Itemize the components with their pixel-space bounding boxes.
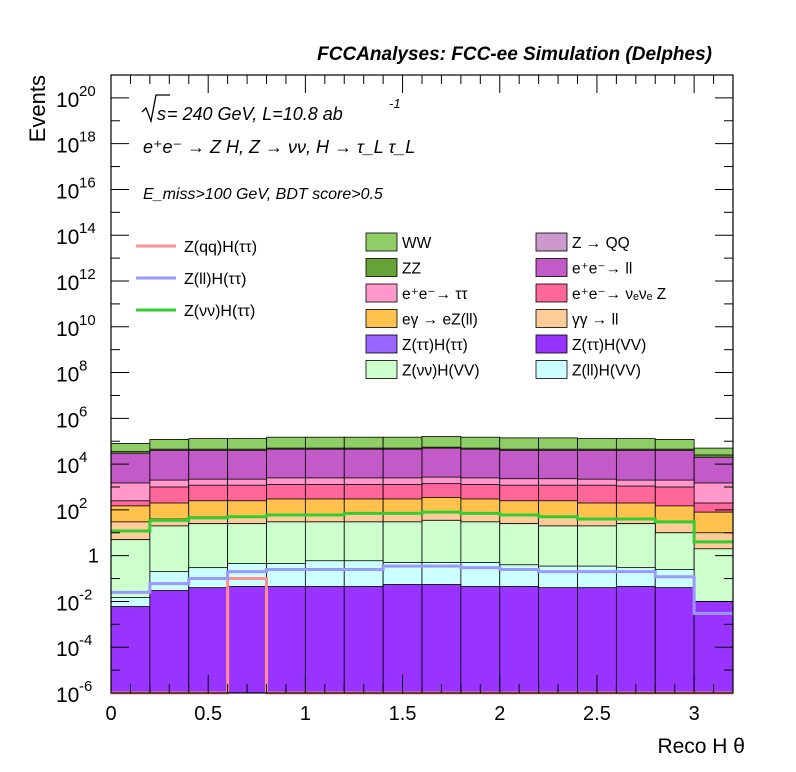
- stack-bar: [304, 586, 345, 694]
- legend-signals: Z(qq)H(ττ) Z(ll)H(ττ) Z(νν)H(ττ): [136, 239, 257, 320]
- legend-entry-label: Z(νν)H(ττ): [184, 303, 255, 320]
- legend-fill-swatch: [365, 309, 398, 328]
- legend-entry-label: Z(ττ)H(ττ): [402, 337, 468, 354]
- legend-fill-swatch: [365, 334, 398, 354]
- annotation-lumi-exp: -1: [389, 96, 401, 111]
- legend-entry-label: Z(ll)H(ττ): [184, 271, 246, 288]
- legend-fill-swatch: [365, 258, 398, 277]
- y-tick-label: 10: [56, 135, 79, 158]
- x-tick-label: 3: [689, 703, 700, 725]
- x-axis-label: Reco H θ: [657, 735, 745, 758]
- legend-entry-label: Z(qq)H(ττ): [184, 239, 257, 256]
- stack-bar: [382, 584, 423, 694]
- y-tick-label: 10: [56, 318, 79, 341]
- stack-bar: [460, 586, 501, 694]
- stack-bar: [615, 586, 656, 694]
- y-tick-exponent: 14: [79, 220, 96, 237]
- y-tick-label: 10: [56, 364, 79, 387]
- y-tick-label: 10: [56, 501, 79, 524]
- y-tick-exponent: 10: [79, 312, 96, 329]
- legend-entry-label: Z(ττ)H(VV): [572, 337, 646, 354]
- x-tick-label: 2: [494, 703, 505, 725]
- legend-entry-label: eγ → eZ(ll): [402, 312, 478, 329]
- process-annotation: e⁺e⁻ → Z H, Z → νν, H → τ_L τ_L: [143, 137, 415, 157]
- legend-entry-label: e⁺e⁻→ νₑνₑ Z: [572, 286, 666, 303]
- y-tick-exponent: 4: [79, 449, 87, 466]
- legend-fill-swatch: [535, 334, 568, 354]
- legend-entry-label: Z(νν)H(VV): [402, 363, 480, 380]
- selection-annotation: E_miss>100 GeV, BDT score>0.5: [143, 186, 383, 203]
- legend-fill-swatch: [535, 309, 568, 328]
- y-tick-label: 10: [56, 180, 79, 203]
- legend-entry-label: e⁺e⁻→ ττ: [402, 286, 468, 303]
- stack-bar: [654, 587, 695, 694]
- signal-line: [111, 510, 733, 544]
- stack-bar: [421, 584, 462, 694]
- stack-bar: [227, 586, 267, 694]
- y-tick-label: 10: [56, 272, 79, 295]
- legend-fill-swatch: [365, 360, 398, 379]
- legend-fill-swatch: [535, 360, 568, 379]
- y-tick-label: 10: [56, 455, 79, 478]
- x-tick-label: 0.5: [194, 703, 222, 725]
- x-tick-label: 0: [105, 703, 116, 725]
- y-tick-label: 10: [56, 592, 79, 615]
- stack-bar: [499, 586, 540, 694]
- stack-bar: [343, 586, 384, 694]
- energy-lumi-annotation: s = 240 GeV, L=10.8 ab -1: [141, 94, 401, 124]
- legend-entry-label: γγ → ll: [572, 312, 619, 329]
- legend-fill-swatch: [535, 283, 568, 303]
- y-tick-exponent: 2: [79, 495, 87, 512]
- y-tick-label: 10: [56, 89, 79, 112]
- axis-ticks: [110, 74, 734, 694]
- stack-bar: [110, 606, 151, 694]
- y-tick-exponent: 12: [79, 266, 96, 283]
- y-tick-label: 10: [56, 226, 79, 249]
- stack-bar: [538, 587, 578, 694]
- y-tick-exponent: 18: [79, 129, 96, 146]
- legend-fill-swatch: [365, 283, 398, 303]
- legend-entry-label: e⁺e⁻→ ll: [572, 261, 632, 278]
- y-tick-exponent: -2: [79, 586, 92, 603]
- y-tick-exponent: 6: [79, 403, 87, 420]
- legend-entry-label: Z(ll)H(VV): [572, 363, 641, 380]
- y-axis-label: Events: [25, 75, 50, 142]
- annotation-sqrt-s: s: [157, 104, 166, 124]
- legend-fill-swatch: [365, 232, 398, 252]
- y-tick-exponent: 8: [79, 358, 87, 375]
- signal-line: [111, 564, 733, 615]
- y-tick-label: 10: [56, 409, 79, 432]
- legend-entry-label: Z → QQ: [572, 235, 630, 252]
- legend-backgrounds: WW Z → QQ ZZ e⁺e⁻→ ll e⁺e⁻→ ττ e⁺e⁻→ νₑνₑ Z eγ…: [365, 232, 666, 380]
- legend-fill-swatch: [535, 258, 568, 277]
- x-tick-labels: 0 0.5 1 1.5 2 2.5 3: [105, 703, 699, 725]
- stack-bar: [266, 586, 306, 694]
- x-tick-label: 1.5: [389, 703, 417, 725]
- x-tick-label: 2.5: [583, 703, 611, 725]
- stack-bar: [149, 590, 190, 694]
- legend-fill-swatch: [535, 232, 568, 252]
- chart-title: FCCAnalyses: FCC-ee Simulation (Delphes): [317, 44, 712, 65]
- y-tick-exponent: -4: [79, 632, 92, 649]
- legend-entry-label: ZZ: [402, 261, 421, 278]
- y-tick-exponent: 20: [79, 83, 96, 100]
- annotation-energy: = 240 GeV, L=10.8 ab: [167, 104, 343, 124]
- y-tick-label: 10: [56, 684, 79, 707]
- x-tick-label: 1: [300, 703, 311, 725]
- y-tick-exponent: 16: [79, 174, 96, 191]
- y-tick-exponent: -6: [79, 678, 92, 695]
- y-tick-label: 10: [56, 638, 79, 661]
- y-tick-label: 1: [88, 546, 99, 568]
- legend-entry-label: WW: [402, 235, 432, 252]
